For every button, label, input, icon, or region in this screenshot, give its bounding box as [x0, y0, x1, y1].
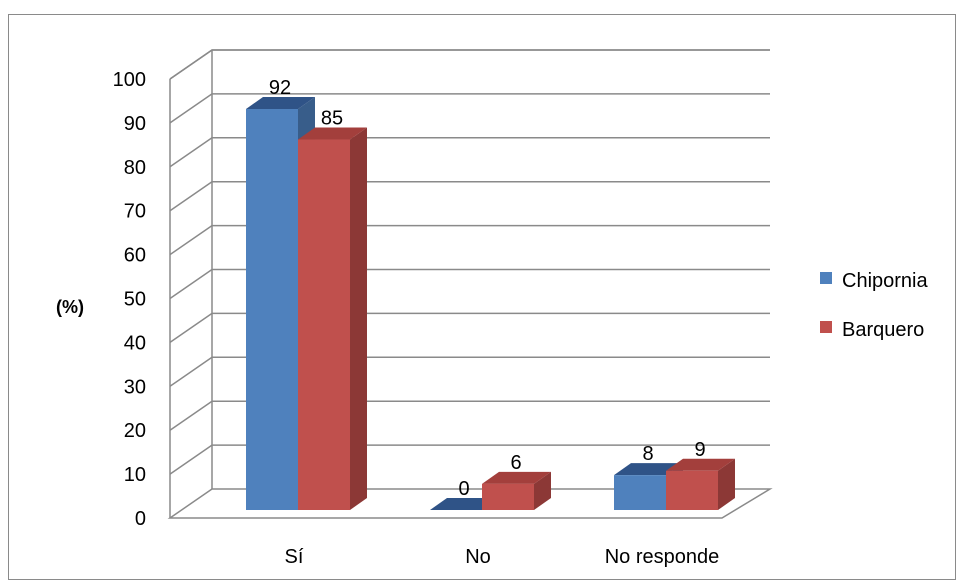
bar-side-face [718, 458, 735, 510]
gridline [169, 444, 770, 475]
gridline [169, 224, 770, 256]
legend-label-chipornia: Chipornia [842, 270, 928, 292]
y-tick-label: 60 [124, 245, 146, 267]
bar-front-face [614, 475, 666, 510]
bar-top-face [482, 471, 551, 484]
bar-chipornia-1 [430, 498, 499, 510]
y-tick-label: 20 [124, 420, 146, 442]
legend-swatch-barquero [820, 321, 832, 333]
gridline [169, 180, 770, 212]
data-labels: 92 85 0 6 8 9 [269, 77, 706, 500]
legend-label-barquero: Barquero [842, 319, 924, 341]
bar-barquero-0 [298, 127, 367, 511]
bar-barquero-1 [482, 471, 551, 510]
bar-top-face [246, 97, 315, 109]
gridline [169, 400, 770, 431]
gridline [169, 137, 770, 168]
bar-top-face [614, 463, 683, 476]
bar-side-face [534, 471, 551, 510]
bar-barquero-2 [666, 458, 735, 510]
bar-front-face [246, 109, 298, 510]
bars [246, 97, 735, 511]
y-tick-label: 70 [124, 201, 146, 223]
gridline [169, 312, 770, 344]
gridline [169, 268, 770, 300]
y-tick-label: 40 [124, 332, 146, 354]
y-tick-labels: 0 10 20 30 40 50 60 70 80 90 100 [113, 69, 146, 530]
legend: Chipornia Barquero [820, 270, 928, 341]
data-label: 0 [458, 478, 469, 500]
gridlines [169, 49, 770, 475]
y-tick-label: 10 [124, 464, 146, 486]
x-category-label: No responde [605, 546, 720, 568]
legend-swatch-chipornia [820, 272, 832, 284]
data-label: 8 [642, 443, 653, 465]
y-tick-label: 50 [124, 289, 146, 311]
y-tick-label: 80 [124, 157, 146, 179]
bar-top-face [666, 458, 735, 471]
data-label: 6 [510, 452, 521, 474]
bar-front-face [666, 470, 718, 510]
gridline [169, 356, 770, 387]
x-category-label: No [465, 546, 491, 568]
y-tick-label: 90 [124, 113, 146, 135]
bar-front-face [298, 139, 350, 510]
y-tick-label: 30 [124, 376, 146, 398]
bar-side-face [350, 127, 367, 511]
wall-top-edge [169, 49, 770, 80]
y-tick-label: 100 [113, 69, 146, 91]
bar-front-face [482, 483, 534, 510]
y-axis-label: (%) [56, 297, 84, 317]
data-label: 85 [321, 108, 343, 130]
y-tick-label: 0 [135, 508, 146, 530]
bar-top-face [298, 127, 367, 140]
x-category-labels: Sí No No responde [285, 546, 720, 568]
bar-top-face [430, 498, 499, 510]
data-label: 9 [694, 439, 705, 461]
data-label: 92 [269, 77, 291, 99]
x-category-label: Sí [285, 546, 304, 568]
gridline [169, 49, 770, 80]
gridline [169, 93, 770, 124]
